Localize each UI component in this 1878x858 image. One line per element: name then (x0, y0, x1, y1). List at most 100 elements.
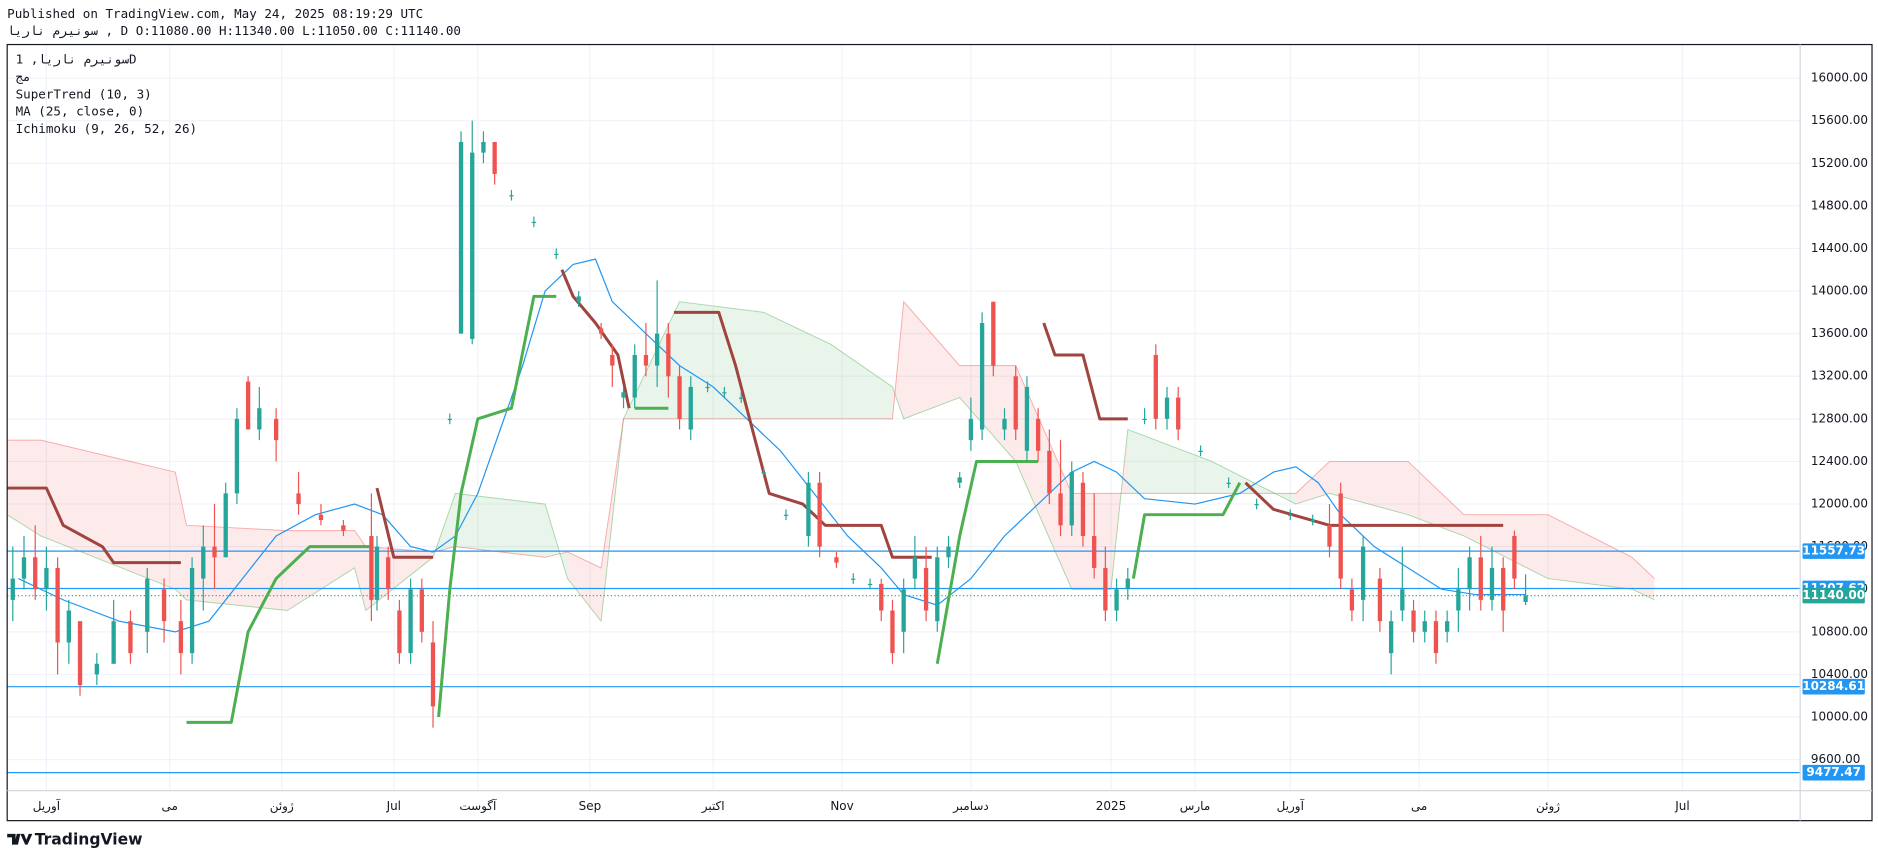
price-label-box (1802, 587, 1865, 604)
candle-body (957, 477, 962, 483)
candle-body (598, 328, 604, 334)
price-label-box (1802, 764, 1865, 781)
cloud-segment (892, 301, 904, 419)
candle-body (1153, 354, 1158, 419)
supertrend-line (186, 294, 1242, 724)
y-tick-label: 12400.00 (1811, 454, 1868, 468)
cloud-segment (175, 472, 187, 600)
candle-body (212, 546, 217, 558)
cloud-segment (567, 551, 602, 622)
cloud-segment (763, 312, 831, 419)
x-tick-label: می (161, 799, 177, 813)
candle-body (21, 557, 27, 579)
candle-body (666, 333, 671, 377)
cloud-segment (1329, 461, 1408, 515)
candle-body (1288, 514, 1293, 516)
candle-body (296, 493, 301, 505)
cloud-segment (959, 365, 1016, 462)
candle-body (1360, 546, 1366, 600)
price-label-box (1802, 678, 1865, 695)
candle-body (610, 354, 615, 366)
candle-body (867, 583, 873, 586)
candle-body (677, 376, 682, 419)
x-tick-label: Jul (386, 799, 401, 813)
candle-body (912, 557, 918, 579)
candle-body (1047, 450, 1052, 494)
candle-body (1310, 520, 1315, 522)
candle-body (1338, 493, 1343, 579)
candle-body (1388, 621, 1394, 654)
candle-body (761, 472, 766, 474)
cloud-segment (1295, 461, 1330, 505)
candle-body (1501, 567, 1506, 611)
candle-body (374, 546, 380, 600)
candle-body (1142, 418, 1147, 421)
candle-body (1103, 567, 1108, 611)
legend-entry: Ichimoku (9, 26, 52, 26) (16, 121, 198, 136)
cloud-segment (1548, 514, 1633, 590)
y-tick-label: 14000.00 (1811, 284, 1868, 298)
candle-body (705, 386, 710, 389)
candle-body (1456, 589, 1461, 611)
ichimoku-line (7, 300, 1655, 579)
candle-body (851, 578, 856, 580)
candle-body (481, 141, 486, 153)
candle-body (470, 152, 475, 339)
candle-body (1467, 557, 1472, 590)
candle-body (783, 514, 789, 516)
candle-body (1478, 557, 1483, 600)
candle-body (397, 610, 402, 654)
x-tick-label: اکتبر (701, 799, 725, 814)
y-tick-label: 14800.00 (1811, 198, 1868, 212)
candle-body (94, 663, 99, 675)
candle-body (161, 589, 167, 622)
candle-body (879, 583, 884, 611)
candle-body (1114, 589, 1119, 611)
x-tick-label: Sep (579, 799, 602, 813)
candle-body (968, 418, 974, 441)
chart-frame (6, 43, 1873, 822)
candle-body (554, 253, 559, 255)
cloud-segment (455, 493, 546, 558)
candle-body (128, 621, 133, 654)
candle-body (111, 621, 116, 664)
supertrend-line (7, 269, 1504, 565)
cloud-segment (186, 525, 288, 611)
y-tick-label: 9600.00 (1811, 752, 1861, 766)
candle-body (55, 567, 60, 643)
candle-body (1489, 567, 1495, 600)
ichimoku-line (6, 301, 1655, 623)
candle-body (576, 296, 581, 302)
candle-body (1013, 376, 1018, 430)
candle-body (654, 333, 660, 366)
candle-body (458, 141, 464, 334)
candle-body (77, 621, 83, 686)
candle-body (739, 397, 744, 399)
y-tick-label: 12000.00 (1811, 497, 1868, 511)
candle-body (1254, 504, 1259, 506)
y-tick-label: 12800.00 (1811, 411, 1868, 425)
cloud-segment (365, 546, 434, 611)
candle-body (923, 567, 929, 611)
x-tick-label: ژوئن (270, 799, 294, 814)
candle-body (688, 386, 693, 430)
candle-body (273, 418, 279, 441)
price-label-box (1802, 543, 1865, 559)
candle-body (979, 323, 985, 430)
candle-body (1002, 418, 1007, 430)
candle-body (935, 557, 940, 622)
cloud-segment (903, 301, 960, 419)
candle-body (66, 610, 71, 643)
x-tick-label: 2025 (1096, 799, 1126, 813)
y-tick-label: 15200.00 (1811, 156, 1868, 170)
candle-body (1523, 595, 1528, 603)
candle-body (1349, 589, 1355, 611)
symbol-line: سونیرم ناریا , D O:11080.00 H:11340.00 L… (7, 23, 461, 39)
candle-body (245, 381, 251, 430)
candle-body (1327, 525, 1332, 547)
candle-body (1198, 450, 1203, 452)
x-tick-label: دسامبر (952, 799, 989, 814)
candle-body (1164, 397, 1170, 419)
candle-body (722, 392, 727, 394)
